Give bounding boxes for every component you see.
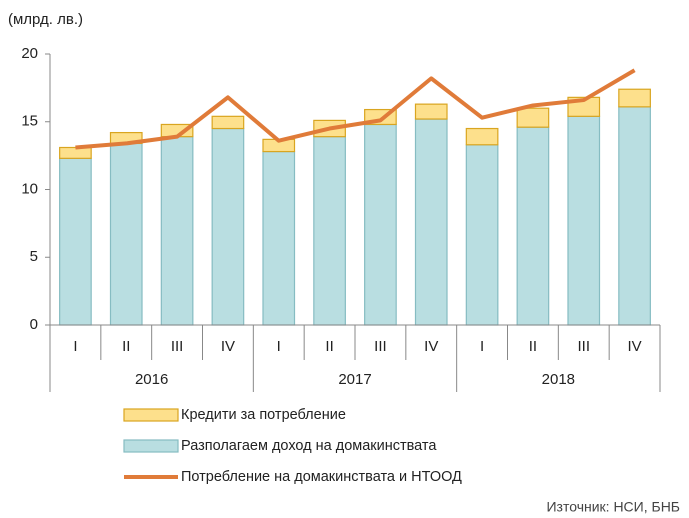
bar — [262, 150, 296, 326]
legend-label: Потребление на домакинствата и НТООД — [181, 469, 462, 485]
y-axis-label: (млрд. лв.) — [8, 11, 83, 28]
y-tick-label: 20 — [21, 45, 38, 62]
y-tick-label: 10 — [21, 180, 38, 197]
bar — [516, 126, 550, 326]
x-tick-label: IV — [627, 338, 641, 355]
year-label: 2018 — [542, 371, 575, 388]
bar — [618, 106, 651, 326]
x-tick-label: II — [325, 338, 333, 355]
bar — [465, 127, 499, 146]
x-tick-label: III — [171, 338, 184, 355]
legend-label: Разполагаем доход на домакинствата — [181, 438, 437, 454]
y-tick-label: 5 — [30, 248, 38, 265]
year-label: 2016 — [135, 371, 168, 388]
bar — [364, 123, 397, 326]
line — [75, 68, 636, 150]
year-label: 2017 — [338, 371, 371, 388]
bar — [465, 144, 499, 326]
y-tick-label: 15 — [21, 113, 38, 130]
x-tick-label: IV — [221, 338, 235, 355]
bar — [313, 136, 346, 326]
bar — [516, 107, 550, 128]
bar — [211, 127, 245, 326]
legend-swatch — [123, 439, 179, 453]
x-tick-label: II — [529, 338, 537, 355]
bar — [59, 157, 92, 326]
bar — [414, 103, 448, 120]
legend-label: Кредити за потребление — [181, 407, 346, 423]
bar — [618, 88, 651, 108]
legend-swatch — [123, 408, 179, 422]
x-tick-label: I — [277, 338, 281, 355]
x-tick-label: I — [73, 338, 77, 355]
bar — [567, 115, 601, 326]
y-tick-label: 0 — [30, 316, 38, 333]
bar — [414, 118, 448, 326]
bar — [160, 136, 194, 326]
bar — [211, 115, 245, 130]
x-tick-label: I — [480, 338, 484, 355]
source: Източник: НСИ, БНБ — [546, 499, 680, 515]
x-tick-label: IV — [424, 338, 438, 355]
x-tick-label: II — [122, 338, 130, 355]
x-tick-label: III — [577, 338, 590, 355]
bar — [109, 142, 143, 326]
x-tick-label: III — [374, 338, 387, 355]
bar — [59, 146, 92, 159]
